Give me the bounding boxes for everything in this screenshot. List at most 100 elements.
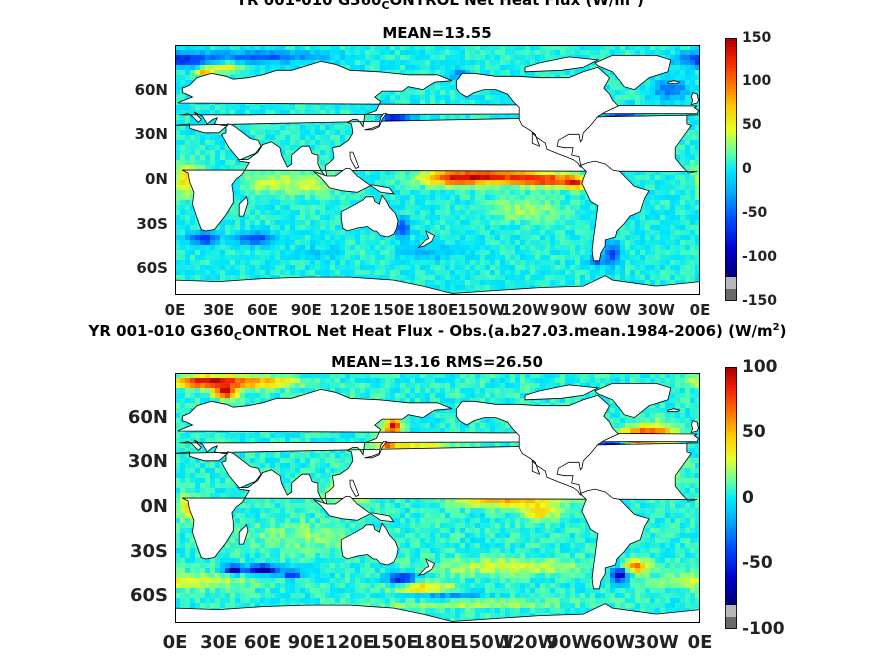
colorbar-segment xyxy=(725,226,737,230)
land-iceland xyxy=(667,408,681,413)
colorbar-tick-label: -50 xyxy=(742,204,768,221)
colorbar-segment xyxy=(725,548,737,552)
colorbar-segment xyxy=(725,202,737,206)
colorbar-segment xyxy=(725,450,737,454)
y-tick-label: 60N xyxy=(127,406,168,428)
land-africa-eurasia xyxy=(175,388,700,560)
colorbar-segment xyxy=(725,539,737,544)
colorbar-segment xyxy=(725,118,737,123)
top-title-part1: YR 001-010 G360 xyxy=(236,0,382,9)
land-masses xyxy=(175,54,700,295)
colorbar-segment xyxy=(725,196,737,200)
colorbar-segment xyxy=(725,190,737,194)
colorbar-segment xyxy=(725,205,737,209)
x-tick-label: 150E xyxy=(372,301,415,319)
colorbar-segment xyxy=(725,229,737,233)
colorbar-segment xyxy=(725,533,737,538)
land-antarctica xyxy=(175,275,700,295)
colorbar-segment xyxy=(725,52,737,57)
colorbar-segment xyxy=(725,49,737,54)
colorbar-segment xyxy=(725,160,737,164)
colorbar-segment xyxy=(725,602,737,606)
colorbar-segment xyxy=(725,599,737,603)
colorbar-segment xyxy=(725,106,737,111)
x-tick-label: 120W xyxy=(500,632,558,653)
colorbar-tick-label: 150 xyxy=(742,29,772,46)
colorbar-segment xyxy=(725,217,737,221)
colorbar-segment xyxy=(725,414,737,419)
colorbar-frame xyxy=(725,38,737,301)
colorbar-segment xyxy=(725,488,737,493)
colorbar-segment xyxy=(725,563,737,567)
land-iceland xyxy=(667,80,681,85)
x-tick-label: 150E xyxy=(368,632,419,653)
x-tick-label: 120W xyxy=(501,301,549,319)
colorbar-segment xyxy=(725,444,737,448)
colorbar-segment xyxy=(725,590,737,594)
colorbar-segment xyxy=(725,497,737,502)
x-tick-label: 90W xyxy=(550,301,588,319)
colorbar-segment xyxy=(725,372,737,377)
colorbar-segment xyxy=(725,58,737,63)
colorbar-segment xyxy=(725,486,737,490)
colorbar-segment xyxy=(725,94,737,99)
colorbar-segment xyxy=(725,480,737,484)
colorbar-tick-label: 50 xyxy=(742,117,762,134)
x-tick-label: 30E xyxy=(200,632,238,653)
x-tick-label: 150W xyxy=(456,632,514,653)
colorbar-segment xyxy=(725,369,737,374)
colorbar-segment xyxy=(725,175,737,179)
bottom-title-part3: ) xyxy=(779,322,787,340)
colorbar-segment xyxy=(725,109,737,114)
x-tick-label: 120E xyxy=(325,632,375,653)
colorbar-segment xyxy=(725,474,737,478)
x-tick-label: 180E xyxy=(412,632,463,653)
colorbar-segment xyxy=(725,617,737,629)
x-tick-label: 30E xyxy=(203,301,235,319)
colorbar-segment xyxy=(725,91,737,96)
colorbar-segment xyxy=(725,468,737,472)
colorbar-segment xyxy=(725,426,737,430)
land-uk xyxy=(690,92,699,106)
colorbar-segment xyxy=(725,82,737,87)
colorbar-segment xyxy=(725,483,737,487)
x-tick-label: 60E xyxy=(246,301,279,319)
top-heat-flux-map xyxy=(175,45,700,295)
colorbar-segment xyxy=(725,557,737,561)
y-tick-label: 60S xyxy=(136,259,168,278)
colorbar-segment xyxy=(725,367,737,371)
colorbar-tick-label: 100 xyxy=(742,356,778,377)
bottom-panel-stats: MEAN=13.16 RMS=26.50 xyxy=(331,353,543,371)
colorbar-segment xyxy=(725,512,737,517)
colorbar-segment xyxy=(725,521,737,526)
colorbar-segment xyxy=(725,554,737,558)
land-south-america xyxy=(579,488,650,590)
colorbar-segment xyxy=(725,459,737,463)
colorbar-segment xyxy=(725,587,737,591)
x-tick-label: 60W xyxy=(593,301,632,319)
colorbar-segment xyxy=(725,575,737,579)
colorbar-segment xyxy=(725,121,737,126)
land-canada-islands xyxy=(524,56,600,73)
land-africa-eurasia xyxy=(175,60,700,232)
colorbar-segment xyxy=(725,97,737,102)
colorbar-segment xyxy=(725,73,737,78)
land-indonesia xyxy=(313,496,395,523)
colorbar-segment xyxy=(725,238,737,242)
colorbar-segment xyxy=(725,154,737,158)
colorbar-segment xyxy=(725,381,737,386)
colorbar-frame xyxy=(725,367,737,629)
colorbar-segment xyxy=(725,453,737,457)
top-colorbar xyxy=(725,38,737,301)
colorbar-segment xyxy=(725,438,737,442)
bottom-title-sup: 2 xyxy=(772,322,780,333)
land-greenland xyxy=(594,54,672,91)
x-tick-label: 0E xyxy=(689,301,711,319)
colorbar-segment xyxy=(725,542,737,547)
land-philippines xyxy=(349,151,360,170)
colorbar-segment xyxy=(725,38,737,42)
top-title-sub: C xyxy=(381,0,390,12)
colorbar-segment xyxy=(725,462,737,466)
land-japan xyxy=(364,441,388,459)
colorbar-segment xyxy=(725,477,737,481)
